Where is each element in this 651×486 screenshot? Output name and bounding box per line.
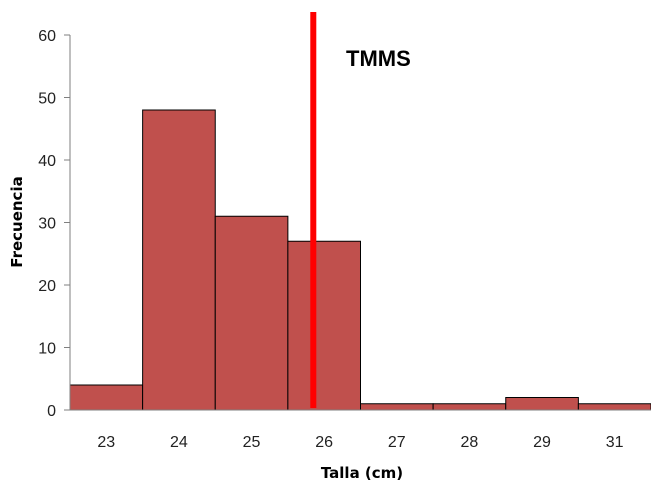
- x-axis-title: Talla (cm): [321, 464, 403, 482]
- histogram-bar-28: [432, 403, 507, 411]
- x-tick-label: 23: [97, 434, 115, 451]
- y-axis-title: Frecuencia: [8, 176, 26, 267]
- y-tick-label: 60: [38, 28, 56, 45]
- x-tick-label: 24: [170, 434, 188, 451]
- bars-layer: [69, 109, 651, 411]
- y-tick-label: 50: [38, 91, 56, 108]
- x-tick-label: 28: [461, 434, 479, 451]
- x-tick-label: 31: [606, 434, 624, 451]
- histogram-bar-23: [69, 384, 144, 411]
- histogram-bar-26: [287, 240, 361, 411]
- histogram-bar-29: [505, 397, 579, 411]
- x-tick-label: 26: [315, 434, 333, 451]
- y-tick-label: 30: [38, 216, 56, 233]
- histogram-bar-24: [142, 109, 216, 411]
- y-ticks: 0 10 20 30 40 50 60: [38, 28, 70, 420]
- histogram-bar-25: [214, 215, 289, 411]
- y-tick-label: 0: [47, 403, 56, 420]
- x-tick-label: 25: [243, 434, 261, 451]
- tmms-annotation: TMMS: [346, 46, 411, 71]
- y-tick-label: 40: [38, 153, 56, 170]
- histogram-bar-31: [577, 403, 651, 411]
- x-tick-label: 29: [533, 434, 551, 451]
- y-tick-label: 20: [38, 278, 56, 295]
- x-tick-label: 27: [388, 434, 406, 451]
- y-tick-label: 10: [38, 341, 56, 358]
- histogram-bar-27: [360, 403, 434, 411]
- x-ticks: 23 24 25 26 27 28 29 31: [97, 434, 623, 451]
